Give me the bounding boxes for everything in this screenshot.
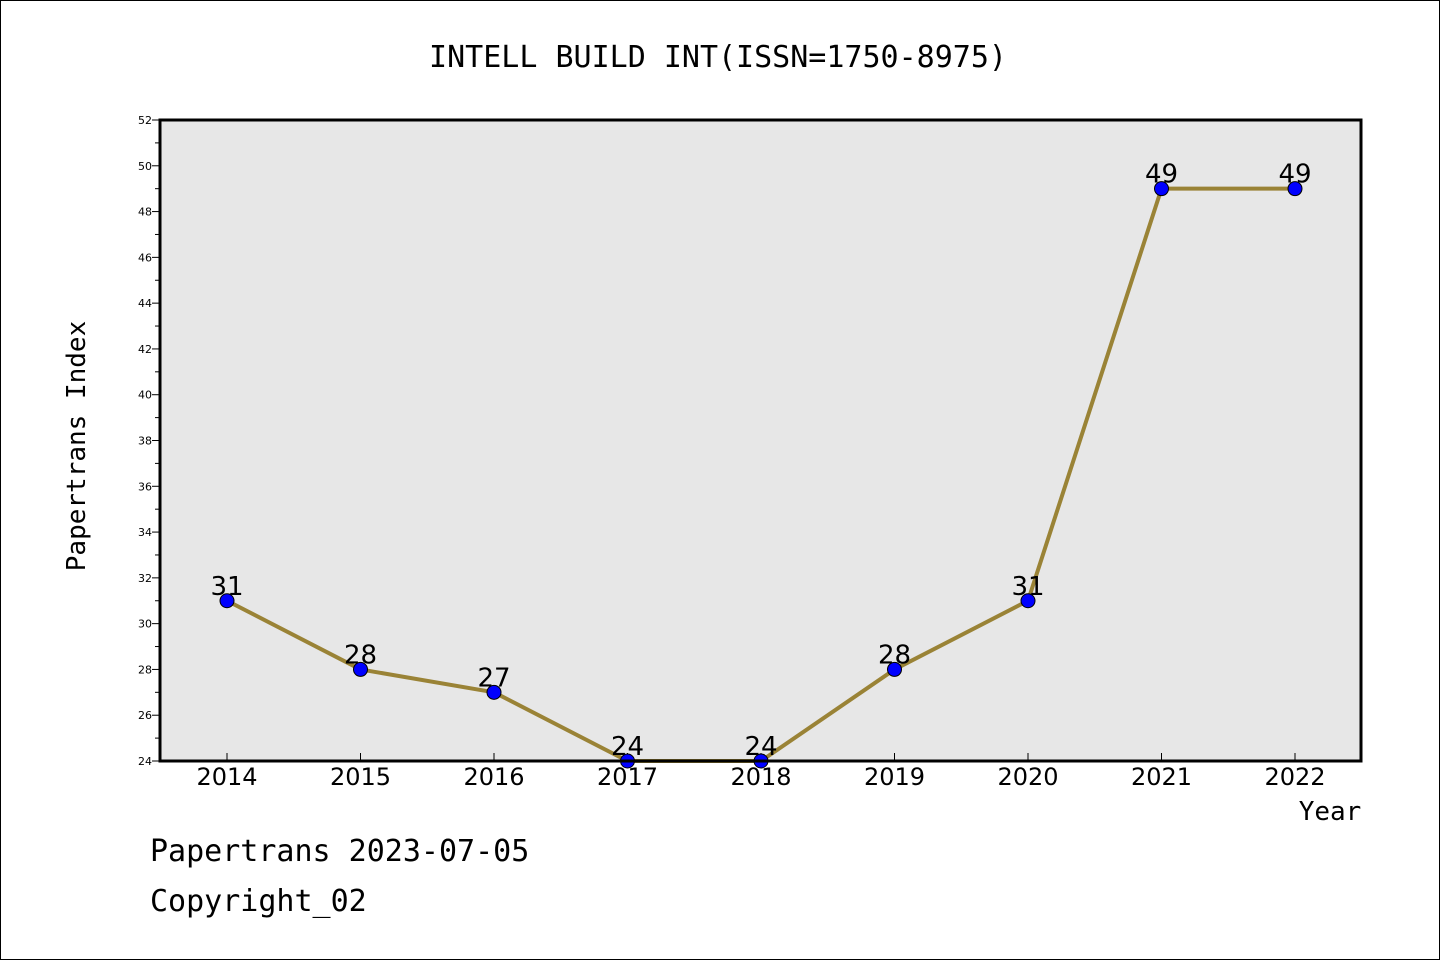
data-label: 49 xyxy=(1278,160,1311,190)
data-label: 24 xyxy=(611,732,644,762)
x-tick-label: 2021 xyxy=(1131,763,1192,791)
data-point xyxy=(1020,593,1036,609)
y-tick-label: 42 xyxy=(138,343,152,356)
plot-border xyxy=(158,118,1363,763)
y-tick-label: 46 xyxy=(138,251,152,264)
data-label: 24 xyxy=(744,732,777,762)
y-tick-label: 50 xyxy=(138,160,152,173)
y-tick-label: 24 xyxy=(138,755,152,768)
data-label: 28 xyxy=(344,640,377,670)
data-label: 28 xyxy=(878,640,911,670)
y-tick-label: 30 xyxy=(138,618,152,631)
x-axis-label: Year xyxy=(1299,797,1362,827)
plot-area xyxy=(160,120,1361,761)
y-axis: 24 26 28 30 32 34 36 38 40 42 44 46 48 50 52 xyxy=(138,114,160,768)
data-point xyxy=(353,661,368,677)
data-point xyxy=(219,593,235,609)
markers-group xyxy=(219,181,1303,769)
footer-copyright: Copyright_02 xyxy=(150,884,367,919)
data-label: 27 xyxy=(477,663,510,693)
x-axis: 2014 2015 2016 2017 2018 2019 2020 2021 2022 xyxy=(196,753,1326,791)
y-tick-label: 28 xyxy=(138,663,152,676)
data-label: 31 xyxy=(1011,572,1044,602)
y-tick-label: 36 xyxy=(138,480,152,493)
y-tick-label: 26 xyxy=(138,709,152,722)
data-point xyxy=(1287,181,1303,197)
data-labels-group: 31 28 27 24 24 28 31 49 49 xyxy=(210,160,1311,762)
y-tick-label: 52 xyxy=(138,114,152,127)
data-label: 31 xyxy=(210,572,243,602)
y-tick-label: 44 xyxy=(138,297,152,310)
footer-date: Papertrans 2023-07-05 xyxy=(150,834,530,869)
y-tick-label: 32 xyxy=(138,572,152,585)
x-tick-label: 2019 xyxy=(864,763,925,791)
y-axis-label: Papertrans Index xyxy=(62,321,92,571)
x-tick-label: 2014 xyxy=(196,763,257,791)
x-tick-label: 2015 xyxy=(330,763,391,791)
x-tick-label: 2016 xyxy=(463,763,524,791)
data-label: 49 xyxy=(1145,160,1178,190)
y-tick-label: 38 xyxy=(138,435,152,448)
x-tick-label: 2022 xyxy=(1264,763,1325,791)
y-tick-label: 48 xyxy=(138,206,152,219)
y-tick-label: 40 xyxy=(138,389,152,402)
chart-title: INTELL BUILD INT(ISSN=1750-8975) xyxy=(429,40,1007,75)
data-point xyxy=(1154,181,1169,197)
y-tick-label: 34 xyxy=(138,526,152,539)
data-point xyxy=(486,684,502,700)
x-tick-label: 2020 xyxy=(997,763,1058,791)
data-point xyxy=(887,661,902,677)
